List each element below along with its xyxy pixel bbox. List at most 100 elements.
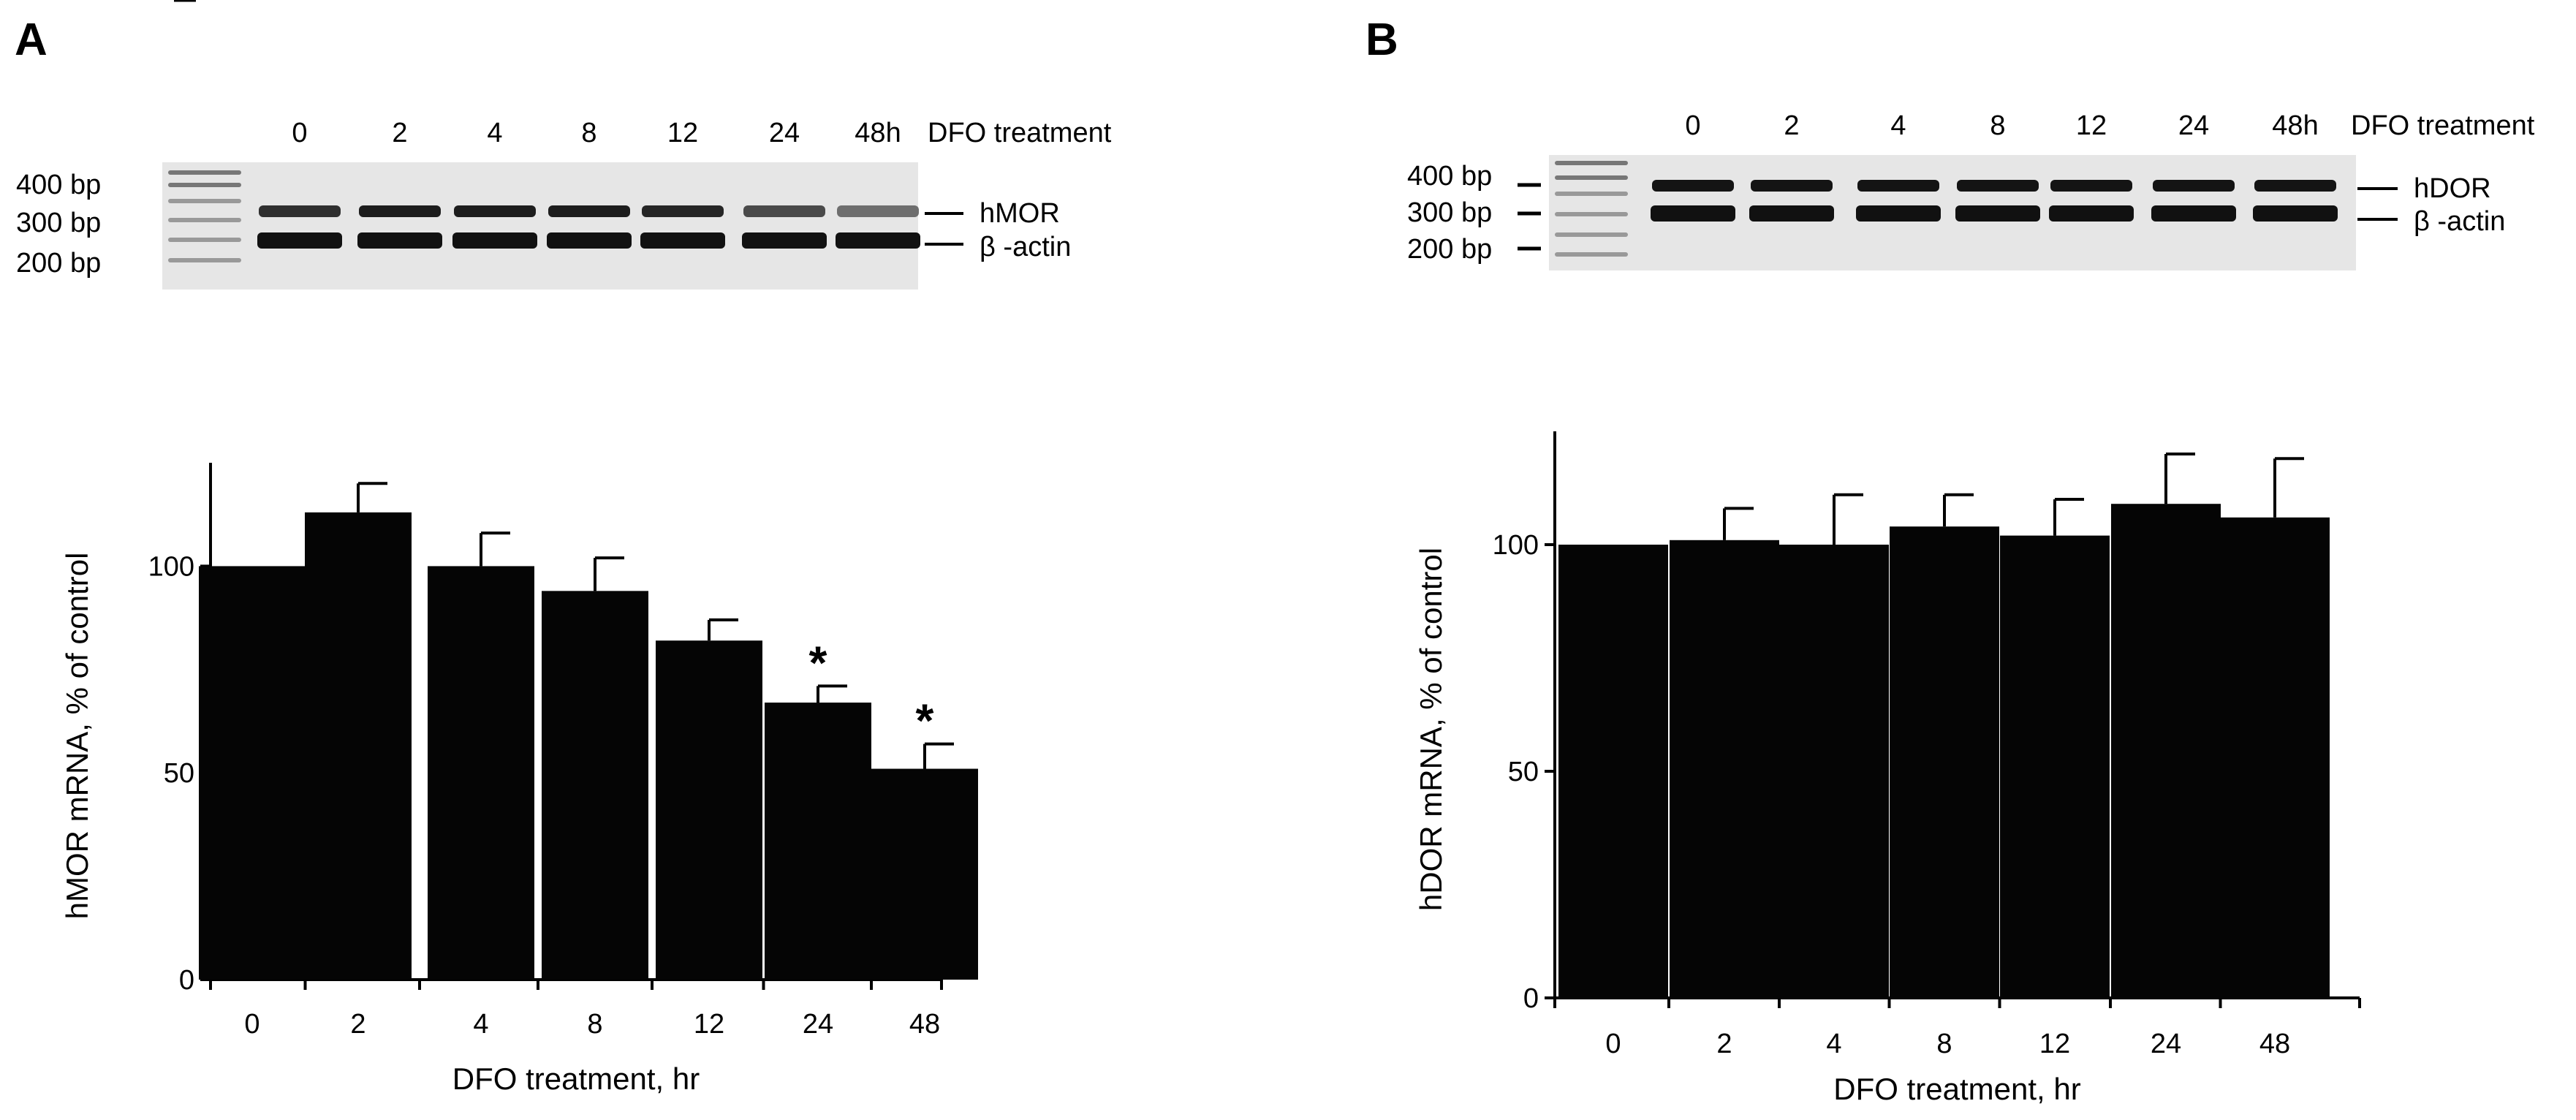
marker-label: 200 bp bbox=[1407, 234, 1492, 265]
gel-lane-label: 24 bbox=[769, 118, 800, 148]
actin-band bbox=[2151, 205, 2236, 222]
gel-lane: 4 bbox=[452, 118, 537, 249]
actin-band bbox=[357, 232, 442, 249]
ladder-band bbox=[1555, 252, 1628, 257]
y-tick-label: 0 bbox=[1523, 983, 1539, 1014]
x-tick-label: 2 bbox=[1716, 1029, 1732, 1059]
actin-band bbox=[1955, 205, 2040, 222]
upper-band bbox=[548, 205, 630, 217]
significance-mark: * bbox=[809, 636, 827, 689]
actin-band bbox=[1749, 205, 1834, 222]
x-tick-label: 4 bbox=[473, 1009, 488, 1040]
x-tick-label: 24 bbox=[803, 1009, 833, 1040]
gel-lane: 8 bbox=[547, 118, 632, 249]
ladder-lane bbox=[1555, 161, 1628, 257]
upper-band bbox=[454, 205, 536, 217]
y-tick-label: 0 bbox=[179, 965, 194, 996]
gel-lane-label: 48h bbox=[2272, 110, 2318, 141]
bar bbox=[542, 591, 648, 980]
panel-letter: B bbox=[1365, 15, 1398, 65]
significance-mark: * bbox=[916, 695, 934, 747]
bar bbox=[1670, 540, 1779, 998]
upper-band bbox=[1857, 180, 1939, 192]
bar bbox=[2000, 535, 2110, 998]
x-tick-label: 0 bbox=[244, 1009, 260, 1040]
gel-lane-label: 4 bbox=[487, 118, 502, 148]
gel-header-label: DFO treatment bbox=[928, 118, 1112, 148]
bar bbox=[871, 768, 978, 980]
gel-lane-label: 12 bbox=[2076, 110, 2107, 141]
ladder-band bbox=[168, 199, 241, 203]
upper-band bbox=[2153, 180, 2235, 192]
bar bbox=[199, 566, 306, 980]
ladder-band bbox=[168, 258, 241, 262]
y-axis-title: hMOR mRNA, % of control bbox=[60, 553, 94, 920]
ladder-band bbox=[168, 238, 241, 242]
band-label: β -actin bbox=[2414, 206, 2505, 237]
upper-band bbox=[1652, 180, 1734, 192]
y-tick-label: 50 bbox=[1508, 757, 1539, 787]
ladder-band bbox=[1555, 192, 1628, 196]
bar bbox=[765, 703, 871, 980]
marker-label: 400 bp bbox=[1407, 161, 1492, 192]
y-tick-label: 100 bbox=[1493, 530, 1539, 561]
ladder-band bbox=[1555, 232, 1628, 237]
gel-lane-label: 24 bbox=[2178, 110, 2209, 141]
ladder-band bbox=[1555, 161, 1628, 165]
gel-lane-label: 4 bbox=[1890, 110, 1906, 141]
actin-band bbox=[1651, 205, 1735, 222]
upper-band bbox=[359, 205, 441, 217]
bar bbox=[428, 566, 534, 980]
actin-band bbox=[1856, 205, 1941, 222]
actin-band bbox=[452, 232, 537, 249]
bar bbox=[1779, 545, 1889, 998]
actin-band bbox=[640, 232, 725, 249]
marker-label: 300 bp bbox=[16, 208, 101, 238]
bar bbox=[305, 512, 412, 980]
upper-band bbox=[837, 205, 919, 217]
gel-image: 0 2 4 8 12 24 48h bbox=[162, 118, 920, 290]
panel-letter: A bbox=[15, 15, 48, 65]
upper-band bbox=[1751, 180, 1833, 192]
y-tick-label: 100 bbox=[148, 551, 194, 582]
bar bbox=[1890, 526, 1999, 998]
gel-lane-label: 12 bbox=[667, 118, 698, 148]
x-tick-label: 4 bbox=[1826, 1029, 1841, 1059]
upper-band bbox=[2254, 180, 2336, 192]
gel-lane: 2 bbox=[1749, 110, 1834, 222]
gel-lane-label: 0 bbox=[292, 118, 307, 148]
gel-header-label: DFO treatment bbox=[2351, 110, 2535, 141]
x-tick-label: 8 bbox=[587, 1009, 602, 1040]
x-tick-label: 48 bbox=[2259, 1029, 2290, 1059]
actin-band bbox=[836, 232, 920, 249]
ladder-band bbox=[1555, 175, 1628, 180]
gel-lane: 2 bbox=[357, 118, 442, 249]
band-label: hMOR bbox=[980, 198, 1060, 229]
gel-lane: 12 bbox=[2049, 110, 2134, 222]
y-axis-title: hDOR mRNA, % of control bbox=[1414, 548, 1448, 911]
gel-lane: 48h bbox=[836, 118, 920, 249]
x-tick-label: 0 bbox=[1605, 1029, 1621, 1059]
bar bbox=[1558, 545, 1668, 998]
x-tick-label: 12 bbox=[694, 1009, 724, 1040]
gel-lane: 0 bbox=[257, 118, 342, 249]
actin-band bbox=[2049, 205, 2134, 222]
x-tick-label: 2 bbox=[350, 1009, 365, 1040]
x-tick-label: 12 bbox=[2039, 1029, 2070, 1059]
gel-background bbox=[162, 162, 918, 290]
gel-lane-label: 2 bbox=[392, 118, 407, 148]
marker-label: 400 bp bbox=[16, 170, 101, 200]
gel-lane: 12 bbox=[640, 118, 725, 249]
marker-label: 300 bp bbox=[1407, 197, 1492, 228]
x-tick-label: 8 bbox=[1936, 1029, 1952, 1059]
x-axis-title: DFO treatment, hr bbox=[1833, 1072, 2080, 1106]
actin-band bbox=[742, 232, 827, 249]
x-tick-label: 24 bbox=[2151, 1029, 2181, 1059]
ladder-lane bbox=[168, 170, 241, 262]
ladder-band bbox=[1555, 212, 1628, 216]
actin-band bbox=[547, 232, 632, 249]
